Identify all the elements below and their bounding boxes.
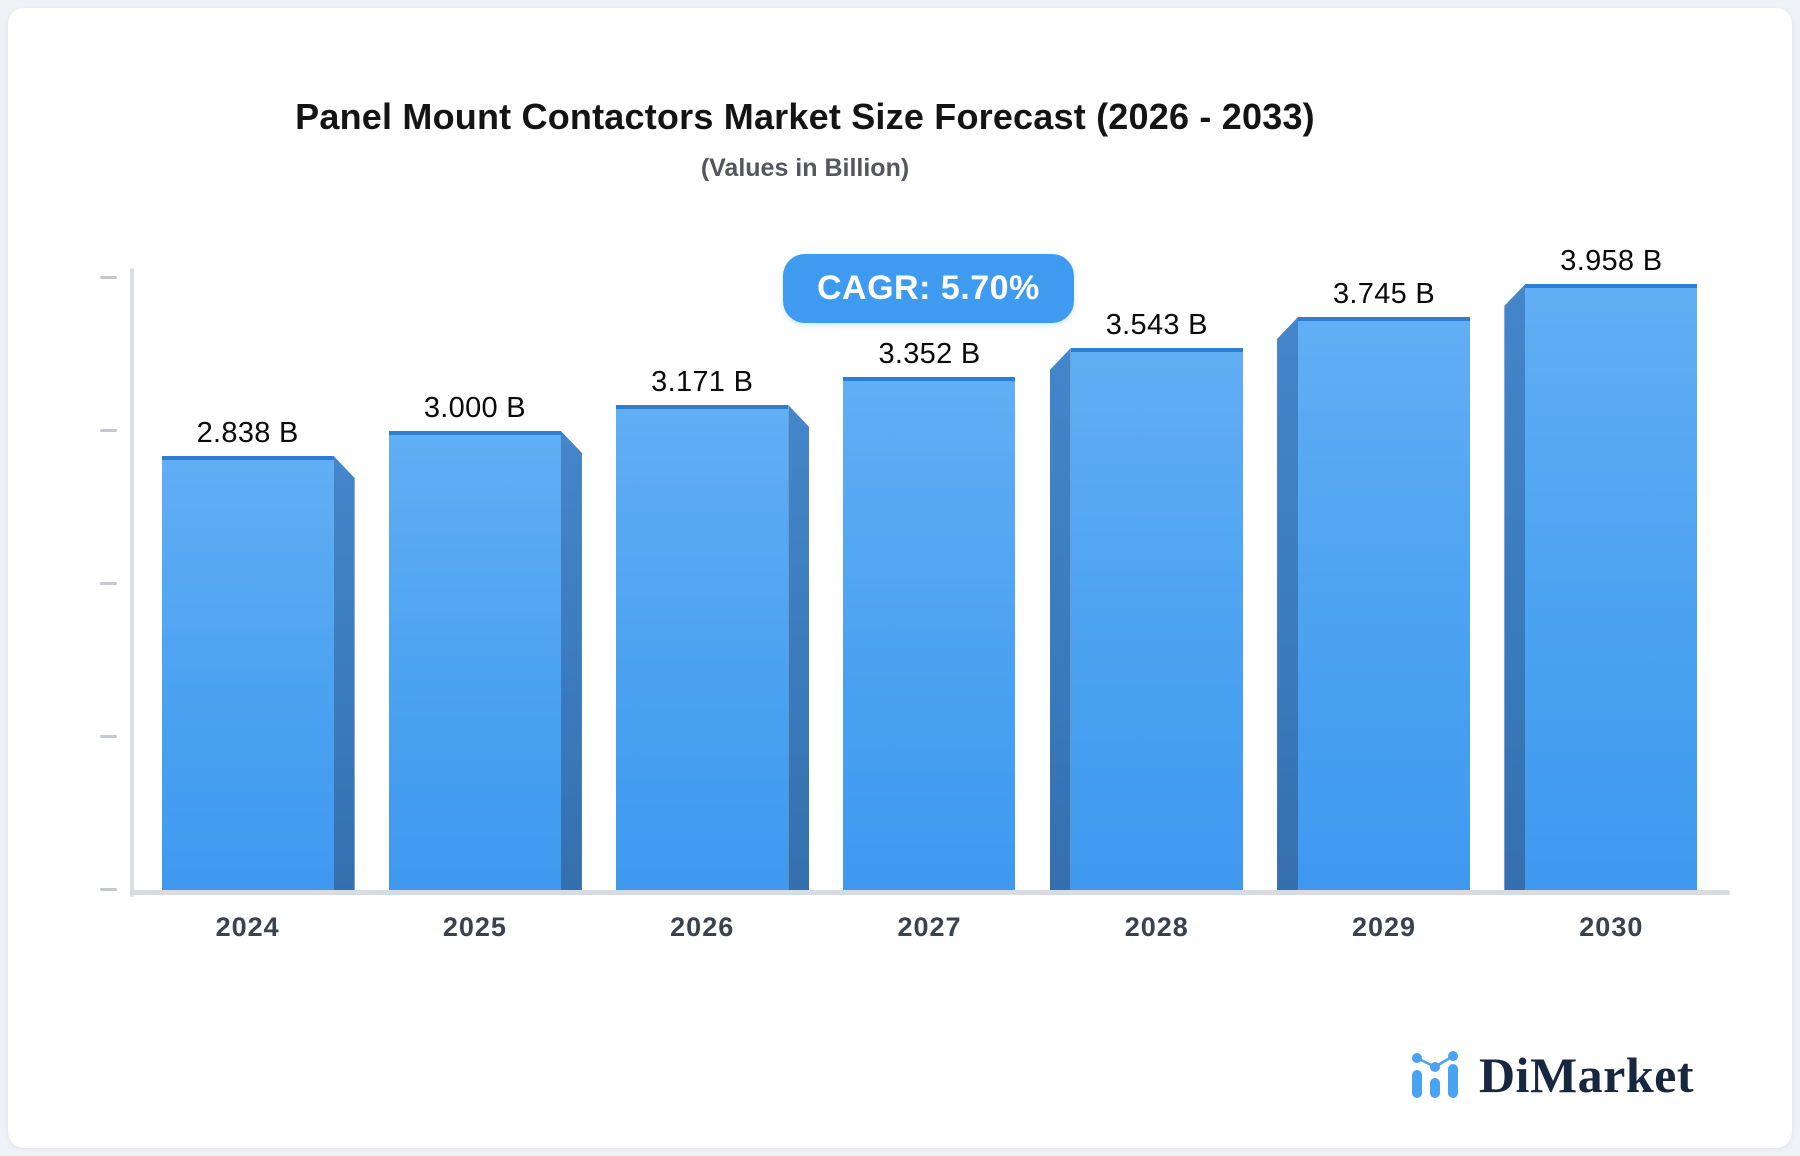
bar-value-label: 3.000 B bbox=[423, 392, 526, 424]
bar: 2.838 B bbox=[161, 417, 355, 890]
bar-value-label: 3.745 B bbox=[1333, 278, 1436, 310]
y-axis-tick-mark bbox=[100, 429, 117, 432]
bar-slot: 3.745 B 2029 bbox=[1270, 230, 1497, 942]
bar-3d-side bbox=[1049, 348, 1071, 890]
bar-value-label: 3.958 B bbox=[1560, 245, 1663, 277]
bar-slot: 2.838 B 2024 bbox=[134, 230, 361, 942]
bar: 3.543 B bbox=[1049, 309, 1243, 890]
y-axis-tick-mark bbox=[100, 735, 117, 738]
chart-card: Panel Mount Contactors Market Size Forec… bbox=[8, 8, 1792, 1148]
bar-value-label: 3.171 B bbox=[651, 366, 754, 398]
plot-area: 2.838 B 2024 3.000 B 2025 3.171 B 2026 3.352 B… bbox=[134, 230, 1725, 942]
x-axis-label: 2028 bbox=[1124, 912, 1189, 942]
x-axis-label: 2029 bbox=[1352, 912, 1417, 942]
y-axis-tick-mark bbox=[100, 582, 117, 585]
y-axis-line bbox=[130, 268, 134, 897]
x-axis-label: 2024 bbox=[215, 912, 280, 942]
bar-value-label: 3.352 B bbox=[878, 338, 981, 370]
bar-slot: 3.543 B 2028 bbox=[1043, 230, 1270, 942]
bar: 3.171 B bbox=[616, 366, 810, 890]
bar-slot: 3.000 B 2025 bbox=[361, 230, 588, 942]
x-axis-label: 2027 bbox=[897, 912, 962, 942]
bar-slot: 3.958 B 2030 bbox=[1498, 230, 1725, 942]
bar: 3.352 B bbox=[843, 338, 1016, 890]
bar: 3.000 B bbox=[388, 392, 582, 890]
x-axis-label: 2025 bbox=[442, 912, 507, 942]
bar-value-label: 3.543 B bbox=[1105, 309, 1208, 341]
bar-value-label: 2.838 B bbox=[196, 417, 299, 449]
x-axis-label: 2026 bbox=[670, 912, 735, 942]
bar-3d-side bbox=[560, 431, 582, 890]
x-axis-baseline bbox=[130, 890, 1730, 895]
brand-name: DiMarket bbox=[1478, 1047, 1694, 1103]
chart-subtitle: (Values in Billion) bbox=[700, 154, 910, 182]
cagr-badge: CAGR: 5.70% bbox=[783, 254, 1074, 323]
chart-header: Panel Mount Contactors Market Size Forec… bbox=[8, 8, 1792, 183]
bar-slot: 3.171 B 2026 bbox=[589, 230, 816, 942]
y-axis-tick-mark bbox=[100, 276, 117, 279]
bar-3d-side bbox=[333, 456, 355, 890]
bar: 3.958 B bbox=[1504, 245, 1698, 890]
mini-bar-line-chart-icon bbox=[1411, 1051, 1458, 1098]
chart-title: Panel Mount Contactors Market Size Forec… bbox=[295, 96, 1315, 137]
bar-3d-side bbox=[1277, 317, 1299, 890]
brand-logo: DiMarket bbox=[1409, 1046, 1694, 1104]
bar: 3.745 B bbox=[1277, 278, 1471, 890]
bar-slot: 3.352 B 2027 bbox=[816, 230, 1043, 942]
bar-3d-side bbox=[1504, 284, 1526, 890]
x-axis-label: 2030 bbox=[1579, 912, 1644, 942]
bar-3d-side bbox=[788, 405, 810, 890]
y-axis-tick-mark bbox=[100, 888, 117, 891]
